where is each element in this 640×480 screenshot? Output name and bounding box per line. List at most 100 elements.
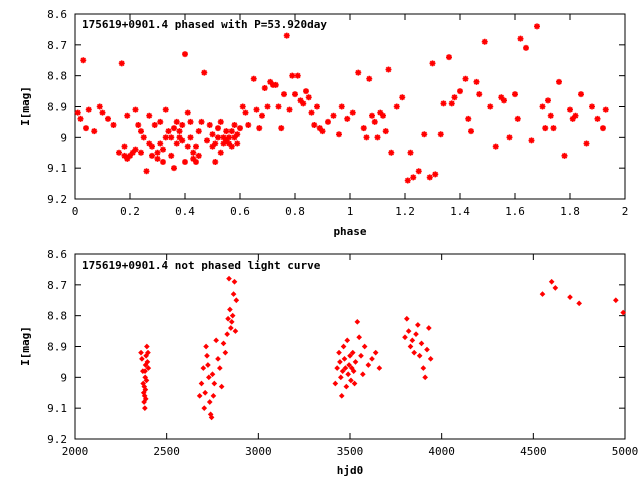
data-point (342, 365, 349, 371)
data-point (410, 174, 417, 181)
data-point (140, 134, 147, 141)
data-point (352, 359, 359, 365)
unphased-light-curve-panel: 2000 2500 3000 3500 4000 4500 5000 8.6 8.7 8.8 8.9… (19, 248, 638, 477)
x-axis-label: phase (333, 225, 366, 238)
data-point (132, 146, 139, 153)
data-point (311, 122, 318, 128)
data-point (217, 149, 224, 156)
x-tick-label: 5000 (612, 445, 639, 458)
data-point (348, 377, 354, 384)
y-tick-label: 9.1 (47, 402, 67, 415)
data-point (281, 91, 287, 98)
data-point (358, 352, 364, 359)
data-point (217, 365, 223, 371)
data-point (602, 106, 609, 113)
data-point (542, 125, 549, 132)
x-tick-label: 0.4 (175, 205, 195, 218)
data-point (600, 125, 606, 132)
x-tick-label: 1.4 (450, 205, 470, 218)
data-point (294, 72, 301, 79)
chart-title: 175619+0901.4 not phased light curve (82, 259, 321, 272)
data-point (220, 140, 227, 147)
data-point (264, 103, 271, 110)
data-point (426, 325, 432, 331)
data-point (361, 343, 368, 350)
data-point (286, 106, 293, 113)
data-point (539, 291, 546, 297)
data-point (80, 57, 87, 64)
data-point (157, 118, 164, 125)
data-point (545, 97, 551, 104)
data-point (232, 328, 239, 334)
data-point (171, 165, 177, 172)
x-tick-label: 1.8 (560, 205, 580, 218)
data-point (339, 368, 346, 374)
y-tick-label: 8.9 (47, 341, 67, 354)
data-point (512, 91, 518, 98)
data-point (336, 131, 342, 138)
data-point (85, 106, 92, 113)
data-point (552, 285, 559, 291)
data-point (572, 112, 579, 119)
data-point (272, 81, 279, 88)
x-tick-label: 4500 (520, 445, 547, 458)
data-point (223, 137, 230, 144)
data-point (184, 143, 191, 150)
data-points (138, 275, 626, 421)
data-point (245, 122, 252, 128)
data-point (337, 359, 343, 365)
data-point (145, 365, 152, 371)
data-point (225, 315, 231, 322)
data-point (193, 159, 199, 165)
data-point (349, 349, 356, 356)
data-point (212, 140, 219, 147)
data-point (201, 405, 208, 411)
data-point (228, 319, 235, 325)
x-axis-label: hjd0 (337, 464, 364, 477)
data-point (203, 343, 209, 350)
tick-marks: 0 0.2 0.4 0.6 0.8 1 1.2 1.4 1.6 1.8 2 8.6 8.7 8.8 8.9 9… (47, 8, 628, 218)
data-point (184, 109, 191, 116)
data-point (380, 112, 386, 119)
data-point (215, 134, 221, 141)
data-point (220, 340, 227, 347)
y-tick-label: 9.2 (47, 193, 67, 206)
data-point (239, 103, 246, 110)
y-tick-label: 8.9 (47, 101, 67, 114)
data-point (228, 325, 234, 331)
data-point (259, 112, 265, 119)
x-tick-label: 2 (622, 205, 629, 218)
data-point (154, 155, 161, 162)
data-point (422, 374, 428, 381)
data-point (314, 103, 320, 110)
data-point (427, 356, 434, 362)
data-point (278, 125, 285, 132)
data-point (468, 128, 474, 135)
data-point (421, 131, 428, 138)
plot-frame (74, 253, 626, 440)
data-point (448, 100, 455, 107)
data-point (261, 85, 268, 91)
data-point (363, 134, 370, 141)
data-point (377, 109, 384, 116)
data-point (465, 115, 472, 122)
data-point (399, 94, 406, 101)
data-point (228, 128, 235, 135)
data-point (347, 352, 353, 359)
data-point (193, 143, 199, 150)
data-point (411, 349, 417, 356)
data-point (211, 380, 218, 387)
data-point (457, 88, 463, 95)
data-point (308, 109, 315, 116)
x-tick-label: 0.6 (230, 205, 250, 218)
data-point (341, 356, 348, 362)
data-point (228, 143, 235, 150)
data-point (127, 152, 133, 159)
x-tick-label: 3500 (337, 445, 364, 458)
data-point (206, 122, 213, 128)
data-point (146, 140, 153, 147)
data-point (360, 125, 367, 132)
data-point (413, 331, 419, 337)
data-point (297, 97, 304, 104)
